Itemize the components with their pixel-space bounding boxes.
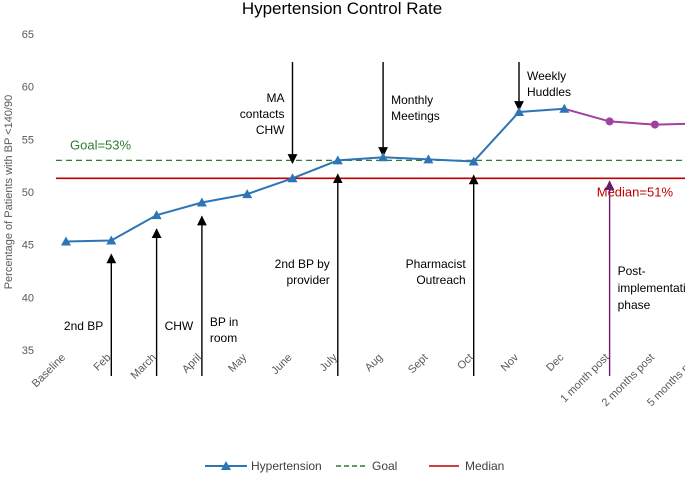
annotation-label: implementation — [618, 281, 685, 295]
legend-label: Hypertension — [251, 459, 322, 473]
annotation-label: Weekly — [527, 69, 566, 83]
y-tick-label: 50 — [22, 187, 34, 199]
plot-area: 35 40 45 50 55 60 65 Baseline Feb March April May Ju… — [22, 29, 685, 409]
hypertension-post-series-line — [564, 107, 685, 126]
annotation-label: room — [210, 331, 237, 345]
data-point-triangle — [559, 103, 570, 113]
x-tick-label: Dec — [544, 351, 567, 374]
chart-title: Hypertension Control Rate — [242, 0, 442, 18]
y-tick-label: 40 — [22, 292, 34, 304]
annotation-label: provider — [286, 273, 329, 287]
x-tick-label: Feb — [92, 352, 114, 374]
data-point-triangle — [242, 189, 253, 199]
x-tick-label: July — [318, 351, 341, 374]
annotation-label: Monthly — [391, 93, 433, 107]
data-point-triangle — [287, 173, 298, 183]
annotation-label: Outreach — [416, 273, 465, 287]
data-point-circle — [650, 120, 659, 129]
x-tick-label: Sept — [406, 352, 430, 376]
x-tick-label: Baseline — [30, 352, 68, 390]
x-tick-label: April — [180, 352, 204, 376]
annotation-label: MA — [267, 91, 285, 105]
legend-label: Goal — [372, 459, 397, 473]
x-tick-label: March — [129, 352, 159, 382]
annotation-label: Huddles — [527, 85, 571, 99]
annotation-label: CHW — [256, 123, 285, 137]
data-point-triangle — [151, 210, 162, 220]
y-tick-label: 65 — [22, 29, 34, 41]
data-point-triangle — [61, 236, 71, 246]
data-point-triangle — [514, 106, 524, 116]
x-tick-label: Oct — [455, 352, 476, 373]
annotation-label: BP in — [210, 315, 238, 329]
data-point-triangle — [106, 235, 117, 245]
goal-label: Goal=53% — [70, 137, 132, 152]
legend-label: Median — [465, 459, 504, 473]
annotation-label: CHW — [165, 319, 194, 333]
annotation-label: Pharmacist — [406, 257, 467, 271]
data-point-triangle — [332, 155, 343, 165]
median-label: Median=51% — [597, 184, 674, 199]
y-axis-label: Percentage of Patients with BP <140/90 — [3, 95, 15, 290]
x-tick-label: Nov — [499, 351, 522, 374]
x-tick-label: May — [226, 351, 250, 375]
y-tick-label: 60 — [22, 82, 34, 94]
annotation-label: contacts — [240, 107, 285, 121]
data-point-circle — [605, 117, 614, 126]
data-point-triangle — [196, 197, 207, 207]
annotation-label: Post- — [618, 264, 646, 278]
legend-triangle-icon — [221, 461, 231, 470]
data-point-triangle — [423, 154, 434, 164]
data-point-triangle — [378, 152, 389, 162]
x-tick-label: Aug — [363, 352, 385, 374]
annotation-label: Meetings — [391, 109, 440, 123]
annotation-label: phase — [618, 298, 651, 312]
y-tick-label: 35 — [22, 345, 34, 357]
data-point-triangle — [468, 156, 479, 166]
annotation-label: 2nd BP — [64, 319, 103, 333]
legend: Hypertension Goal Median — [205, 459, 504, 473]
y-tick-label: 55 — [22, 134, 34, 146]
y-tick-label: 45 — [22, 240, 34, 252]
hypertension-series-line — [65, 107, 565, 243]
annotation-label: 2nd BP by — [275, 257, 330, 271]
x-tick-label: June — [269, 352, 294, 377]
